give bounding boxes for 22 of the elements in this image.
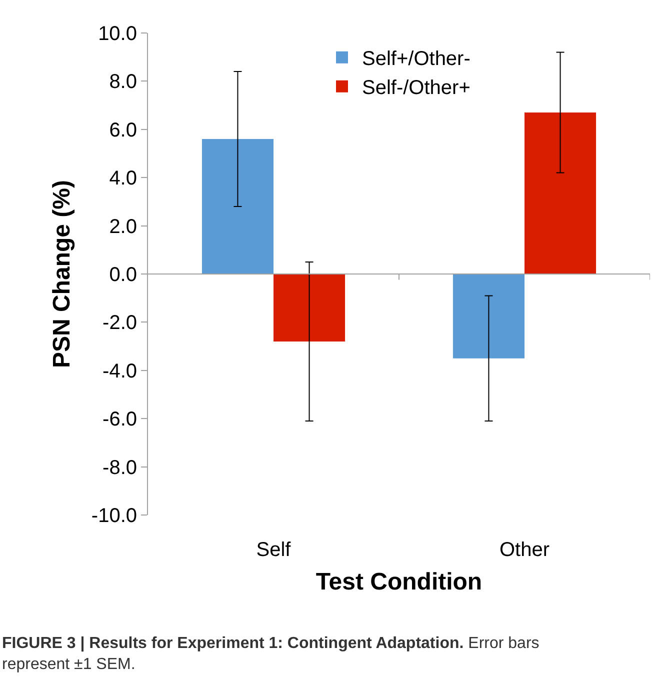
y-tick-label: -6.0: [102, 408, 137, 431]
x-tick-label: Other: [499, 539, 550, 561]
y-tick-label: 0.0: [109, 264, 137, 286]
bar: [274, 274, 346, 342]
y-tick-label: 10.0: [98, 23, 137, 45]
bar: [524, 112, 596, 274]
y-tick-label: -2.0: [102, 312, 137, 334]
y-tick-label: 2.0: [109, 216, 137, 238]
legend-label: Self+/Other-: [362, 48, 470, 70]
y-tick-label: 4.0: [109, 168, 137, 190]
y-tick-label: -8.0: [102, 456, 137, 479]
x-tick-label: Self: [256, 539, 292, 561]
y-tick-label: 8.0: [109, 71, 137, 94]
y-tick-label: 6.0: [109, 119, 137, 142]
y-axis-title: PSN Change (%): [48, 180, 76, 368]
x-axis-title: Test Condition: [316, 568, 482, 596]
y-tick-label: -10.0: [91, 505, 137, 527]
y-tick-label: -4.0: [102, 360, 137, 382]
bar: [452, 274, 524, 358]
bar: [202, 139, 274, 274]
text: FIGURE 3 | Results for Experiment 1: Contingent Adaptation. Error bars represent ±1 SEM.: [2, 635, 540, 673]
legend-label: Self-/Other+: [362, 77, 470, 100]
